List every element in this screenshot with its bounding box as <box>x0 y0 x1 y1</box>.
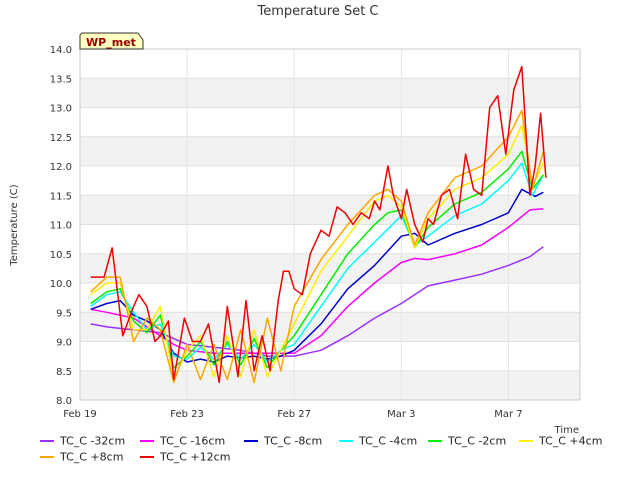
x-tick-label: Mar 7 <box>494 409 522 420</box>
legend-label: TC_C -16cm <box>160 434 226 448</box>
series-lines <box>90 65 547 384</box>
y-tick-label: 8.0 <box>56 396 72 407</box>
wp-met-badge-shape <box>79 32 144 50</box>
legend-item: TC_C +12cm <box>140 450 230 464</box>
y-tick-label: 12.5 <box>50 133 72 144</box>
legend-swatch <box>140 440 154 442</box>
grid-band <box>80 370 580 400</box>
wp-met-badge: WP_met <box>79 32 144 50</box>
grid-bands <box>80 78 580 400</box>
grid-band <box>80 136 580 166</box>
legend-swatch <box>40 440 54 442</box>
legend-swatch <box>140 456 154 458</box>
x-tick-label: Feb 19 <box>63 409 97 420</box>
y-tick-label: 11.5 <box>50 191 72 202</box>
series-line <box>90 124 544 381</box>
legend-label: TC_C +8cm <box>60 450 124 464</box>
wp-met-label: WP_met <box>86 36 136 49</box>
grid-band <box>80 195 580 225</box>
series-line <box>90 162 544 363</box>
legend-swatch <box>339 440 353 442</box>
chart-title: Temperature Set C <box>256 4 378 19</box>
x-tick-label: Feb 23 <box>170 409 204 420</box>
legend-item: TC_C +4cm <box>519 434 602 448</box>
grid-band <box>80 78 580 108</box>
x-axis-label: Time <box>554 425 579 436</box>
y-tick-label: 10.5 <box>50 250 72 261</box>
legend-label: TC_C -8cm <box>264 434 323 448</box>
legend-swatch <box>244 440 258 442</box>
y-tick-label: 12.0 <box>50 162 72 173</box>
y-tick-label: 11.0 <box>50 221 72 232</box>
legend-label: TC_C -2cm <box>448 434 507 448</box>
series-line <box>90 65 547 384</box>
plot-area-frame <box>79 48 581 401</box>
legend-label: TC_C +12cm <box>160 450 231 464</box>
legend-label: TC_C -4cm <box>359 434 418 448</box>
legend-item: TC_C -16cm <box>140 434 225 448</box>
y-tick-label: 9.5 <box>56 308 72 319</box>
legend-item: TC_C -2cm <box>428 434 506 448</box>
y-tick-label: 9.0 <box>56 338 72 349</box>
legend-item: TC_C +8cm <box>40 450 123 464</box>
y-tick-label: 14.0 <box>50 45 72 56</box>
legend-swatch <box>40 456 54 458</box>
legend-swatch <box>519 440 533 442</box>
legend-item: TC_C -32cm <box>40 434 125 448</box>
series-line <box>90 109 545 384</box>
x-tick-label: Mar 3 <box>387 409 415 420</box>
x-tick-label: Feb 27 <box>277 409 311 420</box>
grid-band <box>80 253 580 283</box>
legend-label: TC_C -32cm <box>60 434 126 448</box>
series-line <box>90 188 544 363</box>
legend-item: TC_C -4cm <box>339 434 417 448</box>
legend-swatch <box>428 440 442 442</box>
y-tick-label: 13.0 <box>50 104 72 115</box>
x-axis-ticks: Feb 19 Feb 23 Feb 27 Mar 3 Mar 7 <box>63 409 522 420</box>
legend-label: TC_C +4cm <box>539 434 603 448</box>
y-axis-ticks: 8.0 8.5 9.0 9.5 10.0 10.5 11.0 11.5 12.0 12.5 13.0… <box>50 45 72 407</box>
y-tick-label: 13.5 <box>50 74 72 85</box>
y-tick-label: 8.5 <box>56 367 72 378</box>
y-tick-label: 10.0 <box>50 279 72 290</box>
y-axis-label: Temperature (C) <box>9 184 20 266</box>
legend-item: TC_C -8cm <box>244 434 322 448</box>
